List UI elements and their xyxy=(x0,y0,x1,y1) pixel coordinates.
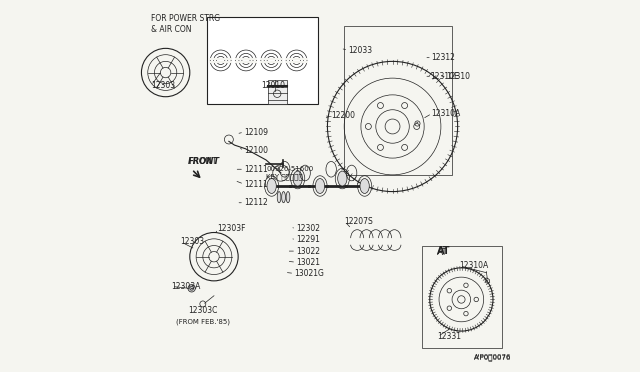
Text: 12303F: 12303F xyxy=(218,224,246,233)
Text: 13021G: 13021G xyxy=(294,269,324,278)
Text: 12207S: 12207S xyxy=(344,217,373,226)
Text: 12303C: 12303C xyxy=(188,306,218,315)
Bar xyxy=(268,80,287,104)
Text: 12310: 12310 xyxy=(447,72,470,81)
Text: 12303: 12303 xyxy=(151,81,175,90)
Text: 12302: 12302 xyxy=(296,224,320,233)
Text: A'P0）0076: A'P0）0076 xyxy=(474,355,512,361)
Text: FOR POWER STRG
& AIR CON: FOR POWER STRG & AIR CON xyxy=(151,15,220,34)
Text: 12200: 12200 xyxy=(331,111,355,120)
Text: 13022: 13022 xyxy=(296,247,320,256)
Ellipse shape xyxy=(286,192,290,203)
Text: 00926-51600
KEY キー（１）: 00926-51600 KEY キー（１） xyxy=(266,166,314,180)
Bar xyxy=(422,246,502,348)
Text: FRONT: FRONT xyxy=(188,157,220,166)
Text: 12291: 12291 xyxy=(296,235,320,244)
Ellipse shape xyxy=(338,171,347,186)
Text: 12310A: 12310A xyxy=(431,109,461,118)
Text: 12303: 12303 xyxy=(180,237,205,246)
Text: (FROM FEB.'85): (FROM FEB.'85) xyxy=(176,318,230,325)
Ellipse shape xyxy=(360,179,369,193)
Text: 12109: 12109 xyxy=(244,128,268,137)
Text: 12010: 12010 xyxy=(262,81,285,90)
Text: FRONT: FRONT xyxy=(188,157,217,166)
Ellipse shape xyxy=(267,179,276,193)
Text: 12112: 12112 xyxy=(244,198,268,207)
Bar xyxy=(344,26,452,175)
Ellipse shape xyxy=(282,192,285,203)
Text: 12033: 12033 xyxy=(348,46,372,55)
Text: AT: AT xyxy=(437,248,448,257)
Circle shape xyxy=(188,285,195,292)
Text: 12331: 12331 xyxy=(437,332,461,341)
Ellipse shape xyxy=(277,192,281,203)
Text: 12100: 12100 xyxy=(244,146,268,155)
Text: A'P0）0076: A'P0）0076 xyxy=(474,354,512,360)
Text: 12303A: 12303A xyxy=(172,282,200,291)
Ellipse shape xyxy=(316,179,324,193)
Text: 12310E: 12310E xyxy=(429,72,458,81)
Text: 12111: 12111 xyxy=(244,165,268,174)
Text: 12310A: 12310A xyxy=(460,262,489,270)
Text: 12312: 12312 xyxy=(431,53,456,62)
Ellipse shape xyxy=(293,171,302,186)
Text: 13021: 13021 xyxy=(296,258,320,267)
Text: 12111: 12111 xyxy=(244,180,268,189)
Text: AT: AT xyxy=(437,246,451,256)
Bar xyxy=(207,17,318,104)
